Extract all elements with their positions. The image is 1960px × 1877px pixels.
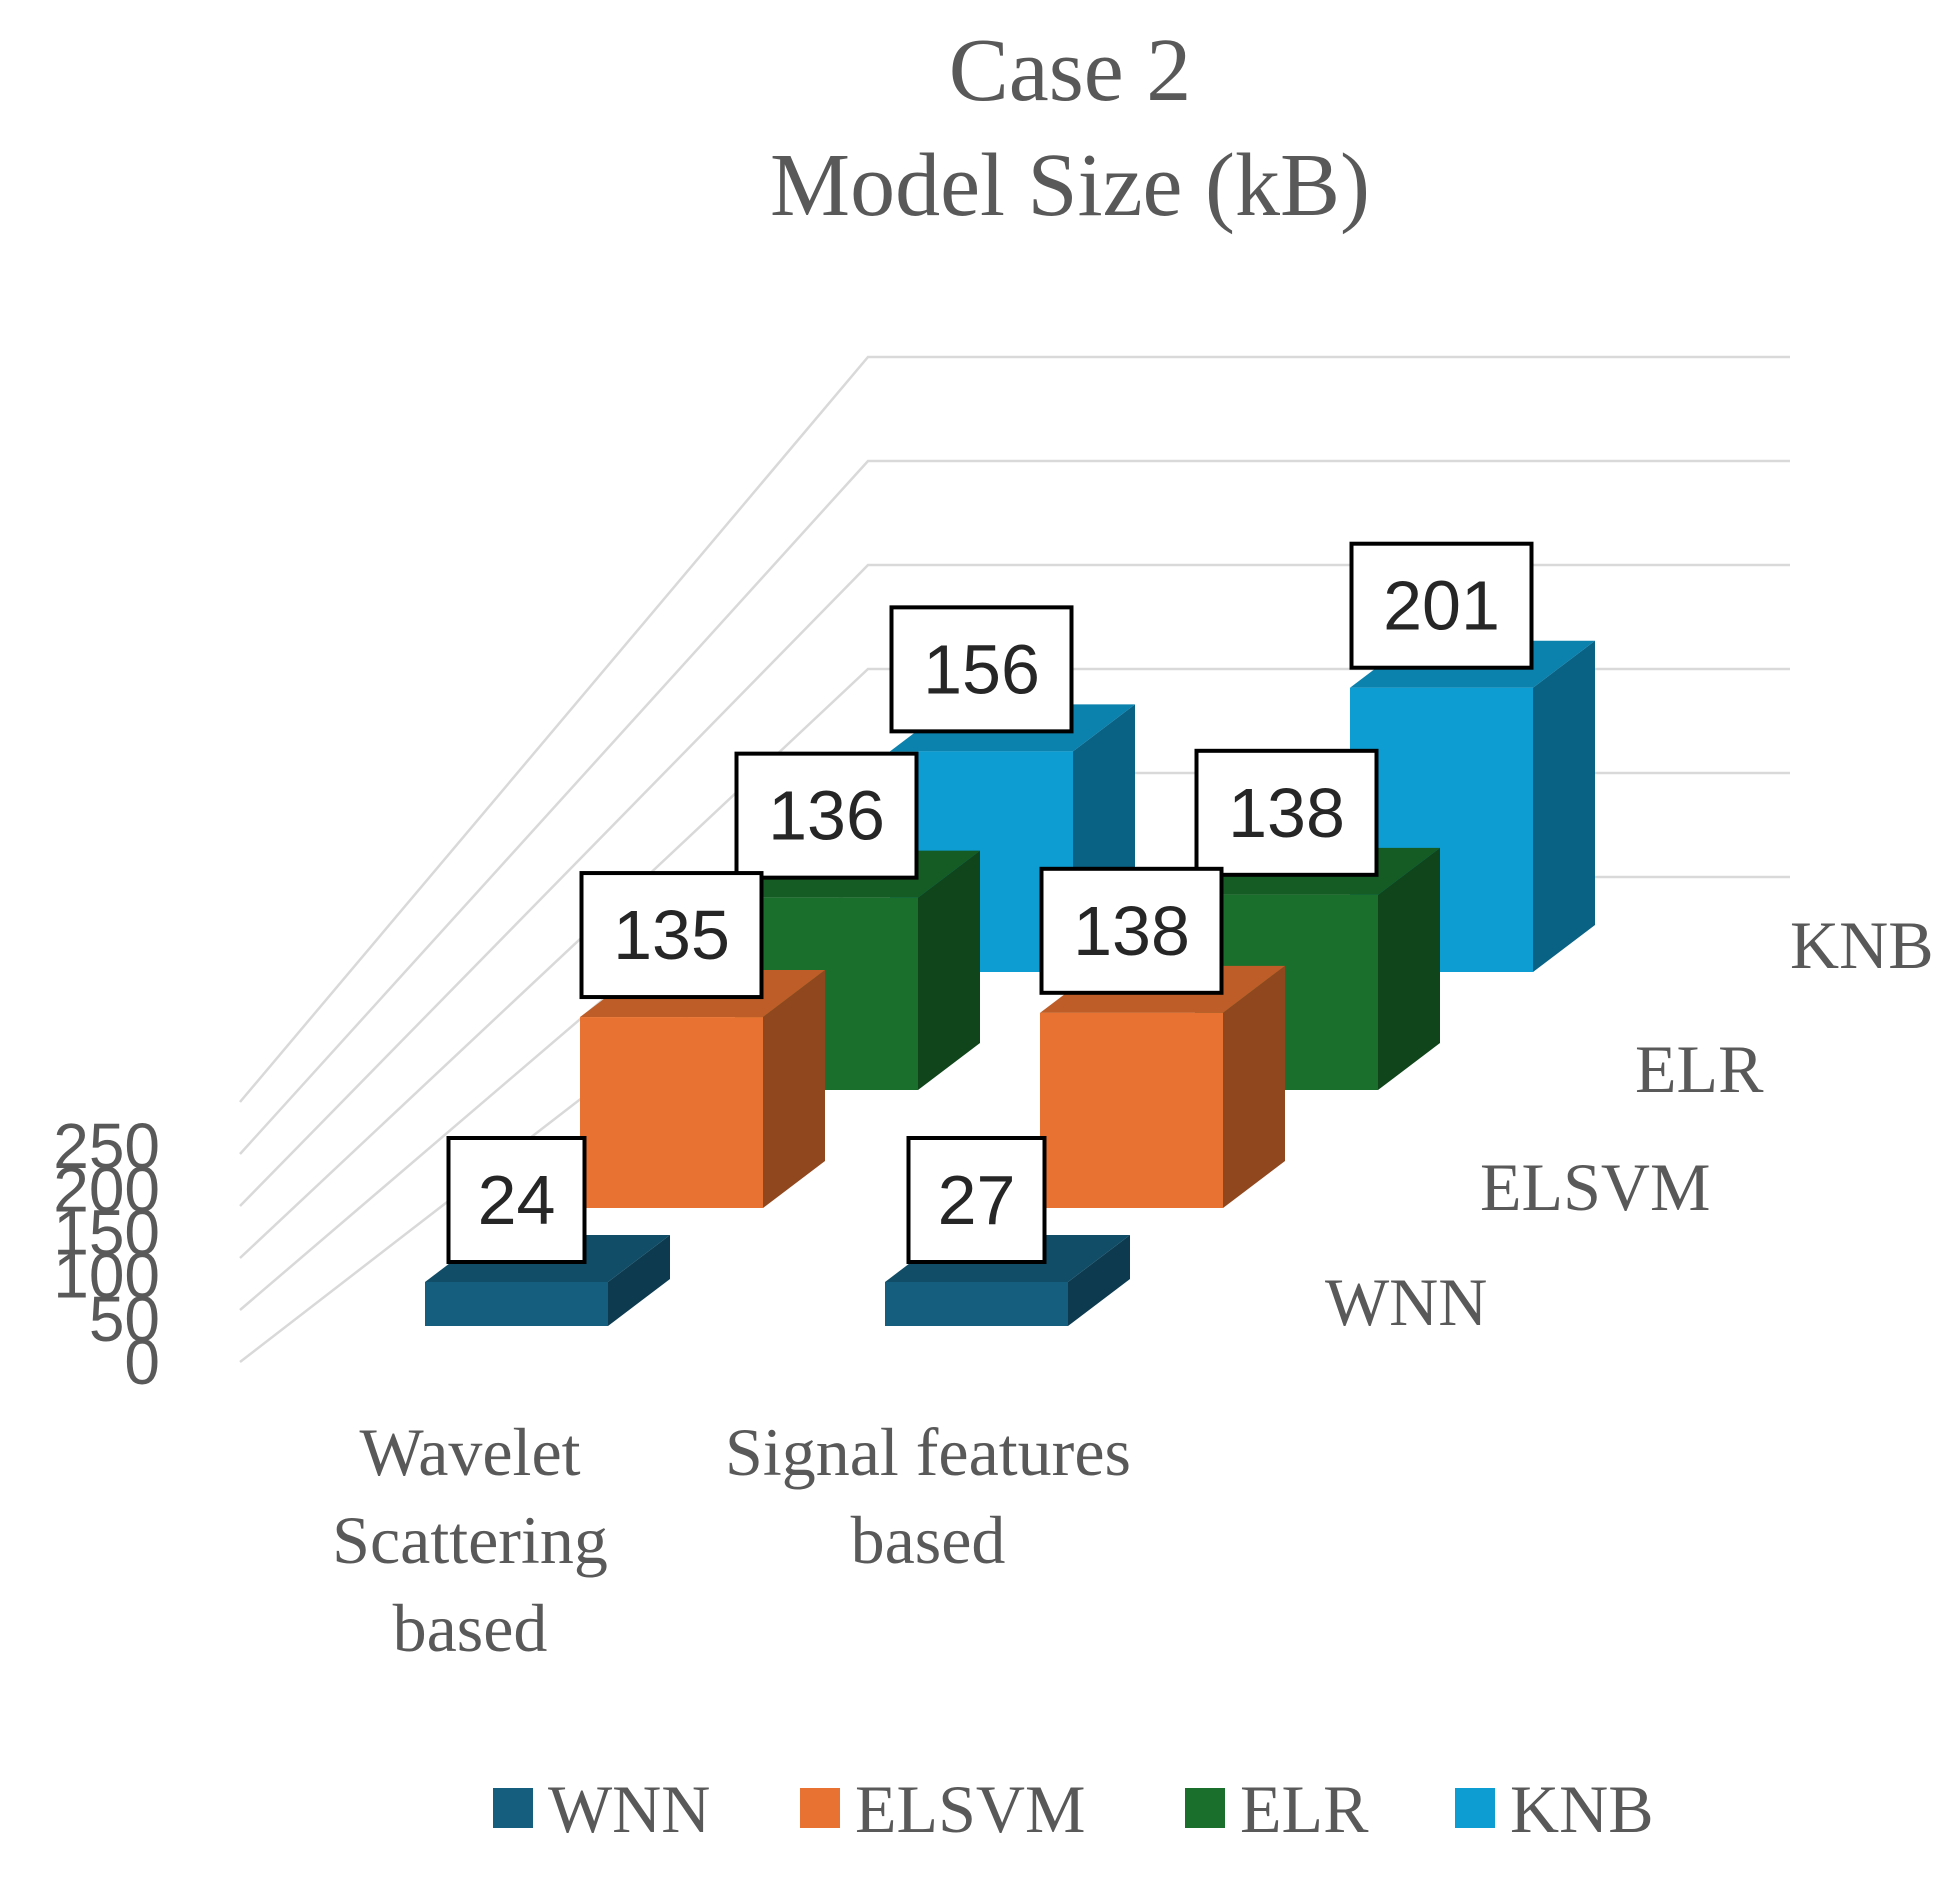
category-label-1-line-2: Scattering [332, 1502, 608, 1578]
legend-swatch-wnn [493, 1788, 533, 1828]
data-label-knb-1: 156 [889, 605, 1074, 734]
data-label-elr-2: 138 [1194, 748, 1379, 877]
y-tick-label: 50 [89, 1283, 160, 1355]
data-label-value: 156 [923, 630, 1040, 708]
data-label-box [906, 1136, 1047, 1264]
legend-label-elr: ELR [1240, 1771, 1369, 1847]
y-tick-label: 250 [53, 1110, 160, 1182]
data-label-box [734, 751, 919, 880]
bar-side [763, 970, 825, 1208]
depth-label-knb: KNB [1790, 907, 1934, 983]
category-label-2-line-1: Signal features [725, 1414, 1131, 1490]
bar-elsvm-2 [1040, 965, 1285, 1208]
y-tick-label: 100 [53, 1240, 160, 1312]
bar-front [580, 1017, 763, 1208]
data-label-value: 24 [478, 1161, 556, 1239]
bar-side [918, 850, 980, 1090]
depth-label-wnn: WNN [1325, 1264, 1487, 1340]
legend-swatch-elr [1185, 1788, 1225, 1828]
data-label-wnn-1: 24 [446, 1136, 587, 1264]
data-label-elsvm-1: 135 [579, 871, 764, 1000]
bar-side [1068, 1235, 1130, 1326]
data-label-value: 136 [768, 777, 885, 855]
data-label-elsvm-2: 138 [1039, 866, 1224, 995]
y-tick-label: 0 [124, 1326, 160, 1398]
data-label-elr-1: 136 [734, 751, 919, 880]
data-label-value: 135 [613, 896, 730, 974]
category-label-1-line-1: Wavelet [359, 1414, 580, 1490]
category-axis-labels: Wavelet Scattering based Signal features bas… [332, 1414, 1131, 1666]
chart-title-line-2: Model Size (kB) [770, 136, 1370, 235]
gridline-250 [239, 355, 1790, 1103]
bar-elr-2 [1195, 847, 1440, 1090]
bar-side [1533, 640, 1595, 972]
y-tick-label: 150 [53, 1197, 160, 1269]
depth-label-elr: ELR [1635, 1031, 1764, 1107]
legend-label-wnn: WNN [548, 1771, 710, 1847]
bar-side [1378, 847, 1440, 1090]
bars: 156 201 136 138 135 138 24 27 [425, 541, 1595, 1326]
depth-label-elsvm: ELSVM [1480, 1149, 1710, 1225]
data-label-wnn-2: 27 [906, 1136, 1047, 1264]
data-label-box [1349, 541, 1534, 670]
data-label-box [1039, 866, 1224, 995]
depth-axis-labels: WNN ELSVM ELR KNB [1325, 907, 1934, 1340]
data-label-value: 138 [1073, 892, 1190, 970]
y-tick-label: 200 [53, 1153, 160, 1225]
bar-elsvm-1 [580, 970, 825, 1208]
chart-title-line-1: Case 2 [949, 21, 1191, 120]
bar-side [1223, 965, 1285, 1208]
legend-label-knb: KNB [1510, 1771, 1654, 1847]
data-label-box [889, 605, 1074, 734]
bar-front [425, 1282, 608, 1326]
legend-swatch-elsvm [800, 1788, 840, 1828]
data-label-box [446, 1136, 587, 1264]
bar-front [1040, 1012, 1223, 1208]
bar-side [608, 1235, 670, 1326]
gridline-200 [239, 459, 1790, 1155]
category-label-1-line-3: based [393, 1590, 548, 1666]
data-label-box [1194, 748, 1379, 877]
data-label-box [579, 871, 764, 1000]
legend-swatch-knb [1455, 1788, 1495, 1828]
legend-label-elsvm: ELSVM [855, 1771, 1085, 1847]
legend: WNN ELSVM ELR KNB [493, 1771, 1654, 1847]
data-label-knb-2: 201 [1349, 541, 1534, 670]
data-label-value: 27 [938, 1161, 1016, 1239]
category-label-2-line-2: based [851, 1502, 1006, 1578]
bar-front [885, 1282, 1068, 1326]
data-label-value: 138 [1228, 774, 1345, 852]
data-label-value: 201 [1383, 567, 1500, 645]
